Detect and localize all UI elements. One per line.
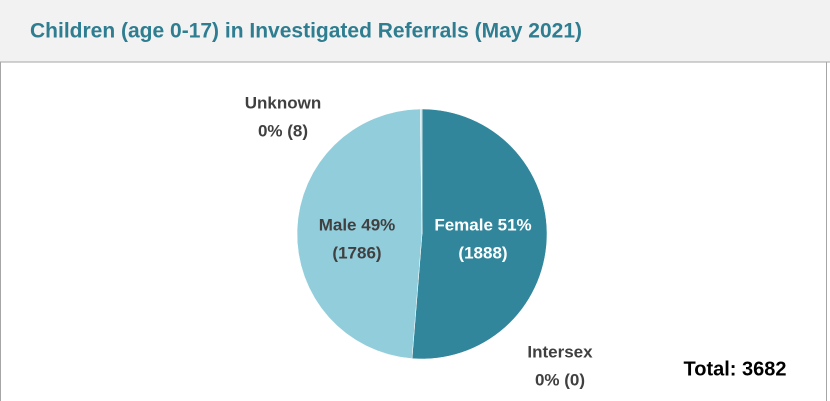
pie-slice [420,108,423,235]
slice-label: 0% (8) [258,121,308,140]
slice-label: Male 49% [319,215,396,234]
pie-slice [411,108,548,360]
slice-label: Female 51% [434,215,531,234]
slice-label: Unknown [245,93,322,112]
header-bar [0,0,830,62]
slice-label: Intersex [527,342,593,361]
total-annotation: Total: 3682 [684,358,787,380]
slice-label: 0% (0) [535,370,585,389]
slice-label: (1786) [332,243,381,262]
chart-title: Children (age 0-17) in Investigated Refe… [30,20,582,43]
pie-slice [296,108,423,359]
slice-label: (1888) [458,243,507,262]
